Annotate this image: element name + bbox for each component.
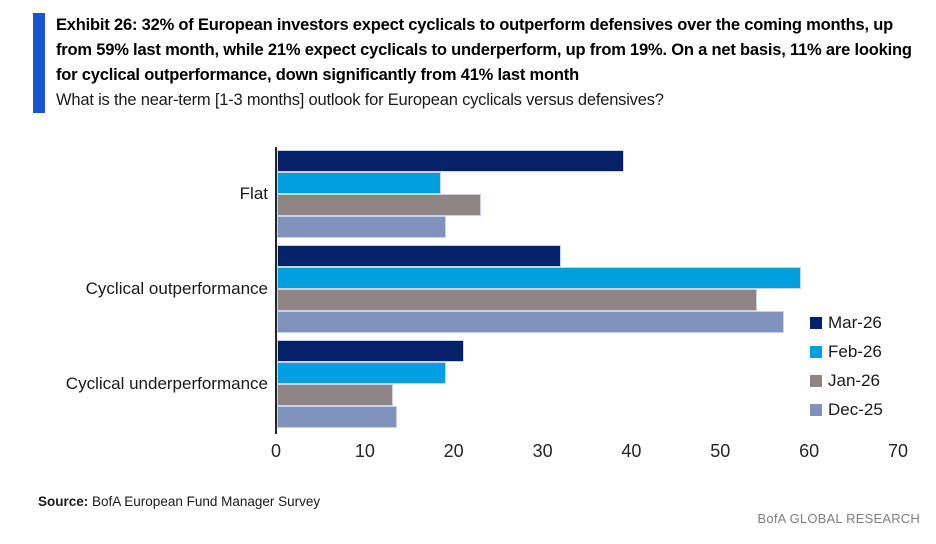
source-label: Source:	[38, 494, 89, 509]
source-line: Source: BofA European Fund Manager Surve…	[38, 494, 320, 509]
bar-dec-25-cyclical-underperformance	[277, 406, 397, 428]
x-tick-70: 70	[887, 441, 909, 461]
x-tick-60: 60	[799, 441, 820, 461]
title-block: Exhibit 26: 32% of European investors ex…	[56, 13, 912, 113]
legend-label: Dec-25	[828, 400, 883, 419]
bar-jan-26-cyclical-underperformance	[277, 384, 393, 406]
legend-swatch-icon	[810, 317, 822, 329]
x-tick-30: 30	[532, 441, 553, 461]
bar-feb-26-cyclical-outperformance	[277, 267, 802, 289]
legend-swatch-icon	[810, 346, 822, 358]
x-axis-ticks: 0 10 20 30 40 50 60 70	[271, 441, 908, 465]
x-tick-20: 20	[443, 441, 464, 461]
y-axis-line	[275, 147, 277, 434]
bar-mar-26-flat	[277, 150, 624, 172]
chart-legend: Mar-26 Feb-26 Jan-26 Dec-25	[810, 312, 883, 428]
legend-item-mar-26: Mar-26	[810, 312, 883, 334]
bar-group	[277, 245, 899, 333]
bar-dec-25-flat	[277, 216, 446, 238]
category-label-cyclical-outperformance: Cyclical outperformance	[85, 279, 268, 298]
legend-item-dec-25: Dec-25	[810, 399, 883, 421]
exhibit-subtitle: What is the near-term [1-3 months] outlo…	[56, 91, 664, 109]
source-text: BofA European Fund Manager Survey	[88, 494, 321, 509]
bar-jan-26-flat	[277, 194, 482, 216]
bar-group	[277, 150, 899, 238]
legend-item-jan-26: Jan-26	[810, 370, 883, 392]
legend-item-feb-26: Feb-26	[810, 341, 883, 363]
x-tick-0: 0	[270, 441, 282, 461]
bar-mar-26-cyclical-outperformance	[277, 245, 562, 267]
exhibit-header: Exhibit 26: 32% of European investors ex…	[33, 13, 913, 113]
plot-area	[277, 148, 899, 428]
legend-label: Feb-26	[828, 342, 882, 361]
bar-jan-26-cyclical-outperformance	[277, 289, 757, 311]
category-label-cyclical-underperformance: Cyclical underperformance	[65, 374, 268, 393]
legend-swatch-icon	[810, 375, 822, 387]
legend-label: Mar-26	[828, 313, 882, 332]
accent-bar	[33, 13, 45, 113]
bar-feb-26-cyclical-underperformance	[277, 362, 446, 384]
category-label-flat: Flat	[239, 184, 268, 203]
exhibit-title: Exhibit 26: 32% of European investors ex…	[56, 16, 912, 84]
bofa-global-research-label: BofA GLOBAL RESEARCH	[757, 511, 920, 526]
bar-dec-25-cyclical-outperformance	[277, 311, 784, 333]
bar-feb-26-flat	[277, 172, 442, 194]
legend-swatch-icon	[810, 404, 822, 416]
bar-mar-26-cyclical-underperformance	[277, 340, 464, 362]
bar-group	[277, 340, 899, 428]
x-tick-40: 40	[621, 441, 642, 461]
legend-label: Jan-26	[828, 371, 880, 390]
x-tick-50: 50	[710, 441, 731, 461]
x-tick-10: 10	[354, 441, 375, 461]
